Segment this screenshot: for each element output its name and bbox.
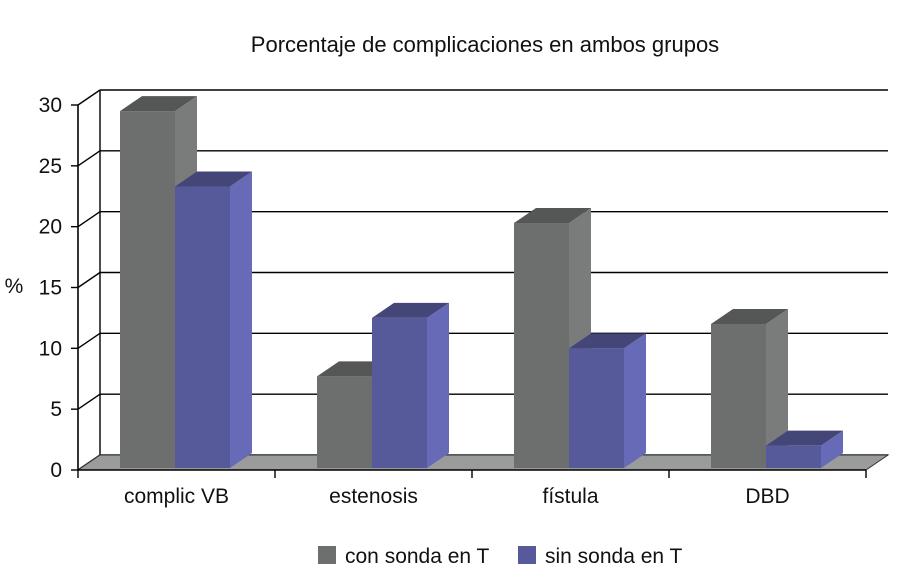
bar-sin-sonda <box>372 302 449 468</box>
bar-front <box>372 317 427 468</box>
bar-top <box>514 208 591 224</box>
bar-top <box>120 96 197 112</box>
bar-con-sonda <box>514 208 591 468</box>
y-tick-label: 25 <box>39 155 62 178</box>
legend-label: con sonda en T <box>345 545 490 568</box>
chart-title: Porcentaje de complicaciones en ambos gr… <box>251 32 719 57</box>
bar-side <box>230 171 252 468</box>
bar-front <box>514 223 569 468</box>
bar-sin-sonda <box>175 171 252 468</box>
x-tick-label: DBD <box>745 485 789 508</box>
plot-area: 0 5 10 15 20 25 30 complic VB estenosis fístula DB… <box>39 89 890 508</box>
x-tick-label: complic VB <box>124 485 229 508</box>
bar-front <box>120 111 175 468</box>
bar-top <box>766 430 843 446</box>
bar-sin-sonda <box>569 333 646 468</box>
bar-top <box>372 302 449 318</box>
gridline-side <box>77 150 101 167</box>
bar-front <box>317 376 372 468</box>
y-tick-label: 10 <box>39 337 62 360</box>
x-tick-label: fístula <box>542 485 598 508</box>
gridline-side <box>77 393 101 410</box>
bar-front <box>569 348 624 468</box>
gridline-side <box>77 211 101 228</box>
bar-top <box>175 171 252 187</box>
bar-top <box>569 333 646 349</box>
bar-side <box>766 309 788 468</box>
bar-con-sonda <box>711 309 788 468</box>
bar-sin-sonda <box>766 430 843 468</box>
y-tick-label: 20 <box>39 216 62 239</box>
bar-front <box>711 324 766 468</box>
bar-top <box>711 309 788 324</box>
bar-side <box>624 333 646 468</box>
y-axis-label: % <box>5 275 24 298</box>
legend-swatch <box>318 546 336 564</box>
bar-front <box>175 186 230 468</box>
gridline-side <box>77 332 101 349</box>
legend-swatch <box>518 546 536 564</box>
gridline-side <box>77 271 101 289</box>
bar-side <box>821 430 843 468</box>
y-tick-label: 15 <box>39 277 62 300</box>
bar-side <box>427 302 449 468</box>
legend-label: sin sonda en T <box>545 545 683 568</box>
y-tick-label: 30 <box>39 94 62 117</box>
gridline-side <box>77 89 101 106</box>
bar-front <box>766 445 821 468</box>
legend: con sonda en T sin sonda en T <box>318 545 683 568</box>
y-tick-label: 5 <box>50 398 62 421</box>
y-tick-label: 0 <box>50 459 62 482</box>
x-tick-label: estenosis <box>329 485 418 508</box>
